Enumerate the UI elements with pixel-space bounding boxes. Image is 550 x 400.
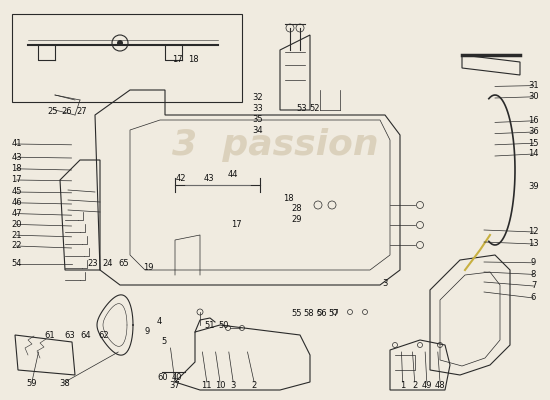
Text: 58: 58 xyxy=(304,309,315,318)
Text: 26: 26 xyxy=(62,107,73,116)
Text: 1: 1 xyxy=(400,382,405,390)
Text: 49: 49 xyxy=(421,382,432,390)
Text: 12: 12 xyxy=(528,228,539,236)
Text: 37: 37 xyxy=(169,382,180,390)
Circle shape xyxy=(117,40,123,46)
Text: 6: 6 xyxy=(531,294,536,302)
Text: 20: 20 xyxy=(11,220,22,229)
Text: 16: 16 xyxy=(528,116,539,125)
Text: 54: 54 xyxy=(11,260,22,268)
Text: 56: 56 xyxy=(316,309,327,318)
Text: 19: 19 xyxy=(143,264,154,272)
Text: 15: 15 xyxy=(528,139,539,148)
Text: 8: 8 xyxy=(531,270,536,279)
Text: 35: 35 xyxy=(252,116,263,124)
Text: 25: 25 xyxy=(47,107,58,116)
Text: 3: 3 xyxy=(230,382,236,390)
Text: 63: 63 xyxy=(64,331,75,340)
Text: 50: 50 xyxy=(218,322,229,330)
Text: 44: 44 xyxy=(228,170,239,178)
Text: 3  passion: 3 passion xyxy=(172,128,378,162)
Text: 33: 33 xyxy=(252,104,263,113)
Text: 18: 18 xyxy=(11,164,22,173)
Text: 43: 43 xyxy=(11,153,22,162)
Text: 53: 53 xyxy=(296,104,307,113)
Text: 14: 14 xyxy=(528,150,539,158)
Text: 45: 45 xyxy=(11,188,22,196)
Text: 43: 43 xyxy=(204,174,214,183)
Text: 11: 11 xyxy=(201,382,212,390)
Text: 47: 47 xyxy=(11,209,22,218)
Text: 40: 40 xyxy=(172,374,183,382)
Text: 55: 55 xyxy=(292,309,302,318)
Text: 5: 5 xyxy=(161,338,167,346)
Text: 13: 13 xyxy=(528,240,539,248)
Text: 36: 36 xyxy=(528,128,539,136)
Text: 30: 30 xyxy=(528,92,539,101)
Text: 21: 21 xyxy=(11,231,22,240)
Text: 3: 3 xyxy=(382,280,388,288)
Text: 65: 65 xyxy=(118,260,129,268)
Text: 64: 64 xyxy=(80,331,91,340)
Text: 41: 41 xyxy=(11,140,22,148)
Text: 10: 10 xyxy=(214,382,225,390)
Text: 52: 52 xyxy=(309,104,320,113)
Text: 9: 9 xyxy=(145,327,150,336)
Text: 42: 42 xyxy=(175,174,186,183)
Text: 31: 31 xyxy=(528,81,539,90)
Text: 29: 29 xyxy=(292,215,302,224)
Text: 18: 18 xyxy=(283,194,294,203)
Text: 2: 2 xyxy=(251,382,257,390)
Text: 9: 9 xyxy=(531,258,536,267)
Text: 48: 48 xyxy=(434,382,446,390)
Text: 24: 24 xyxy=(102,260,113,268)
Text: 17: 17 xyxy=(11,176,22,184)
Text: 2: 2 xyxy=(412,382,417,390)
Text: 17: 17 xyxy=(231,220,242,228)
Text: 28: 28 xyxy=(292,204,302,213)
Text: 38: 38 xyxy=(59,380,70,388)
Text: 18: 18 xyxy=(188,55,199,64)
Text: 57: 57 xyxy=(328,309,339,318)
Text: 62: 62 xyxy=(98,331,109,340)
Text: 32: 32 xyxy=(252,94,263,102)
Text: 22: 22 xyxy=(11,242,22,250)
Text: 17: 17 xyxy=(172,55,183,64)
Text: 7: 7 xyxy=(531,282,536,290)
Text: 34: 34 xyxy=(252,126,263,135)
Text: 4: 4 xyxy=(157,318,162,326)
Text: 59: 59 xyxy=(26,380,37,388)
Text: 60: 60 xyxy=(157,374,168,382)
Text: 61: 61 xyxy=(44,331,55,340)
Text: 51: 51 xyxy=(205,322,216,330)
Text: 23: 23 xyxy=(87,260,98,268)
Text: 46: 46 xyxy=(11,198,22,207)
Text: 39: 39 xyxy=(528,182,539,190)
Text: 27: 27 xyxy=(76,107,87,116)
